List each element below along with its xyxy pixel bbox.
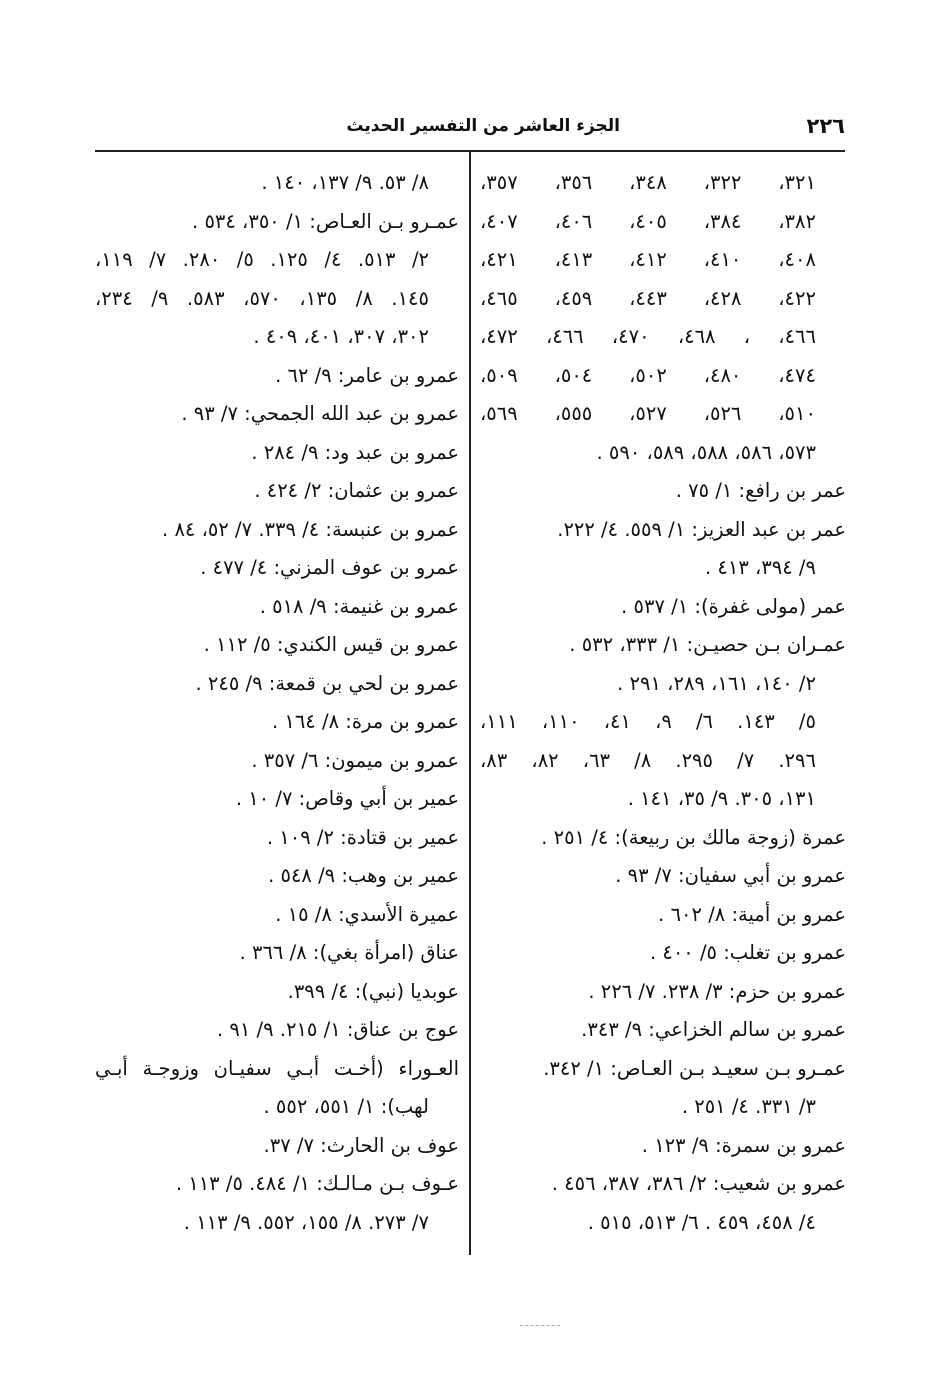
index-entry: عمـران بـن حصيـن: ١/ ٣٣٣، ٥٣٢ . bbox=[569, 633, 846, 656]
index-entry: عمـرو بـن العـاص: ١/ ٣٥٠، ٥٣٤ . bbox=[192, 209, 459, 233]
index-entry: عمـرو بـن سعيـد بـن العـاص: ١/ ٣٤٢. bbox=[543, 1056, 846, 1080]
index-entry-continuation: ٣/ ٣٣١. ٤/ ٢٥١ . bbox=[681, 1095, 816, 1118]
index-entry-continuation: ١٣١، ٣٠٥. ٩/ ٣٥، ١٤١ . bbox=[627, 787, 816, 810]
index-entry: عمرو بن لحي بن قمعة: ٩/ ٢٤٥ . bbox=[195, 671, 459, 695]
index-entry: عوج بن عناق: ١/ ٢١٥. ٩/ ٩١ . bbox=[216, 1018, 459, 1041]
index-entry: عـوف بـن مـالـك: ١/ ٤٨٤. ٥/ ١١٣ . bbox=[175, 1172, 459, 1195]
index-entry-continuation: ٥٧٣، ٥٨٦، ٥٨٨، ٥٨٩، ٥٩٠ . bbox=[596, 440, 816, 464]
index-entry-continuation: ٢٩٦. ٧/ ٢٩٥. ٨/ ٦٣، ٨٢، ٨٣، bbox=[480, 748, 816, 772]
index-entry-continuation: ٣٠٢، ٣٠٧، ٤٠١، ٤٠٩ . bbox=[253, 325, 429, 348]
index-column-left: ٨/ ٥٣. ٩/ ١٣٧، ١٤٠ . عمـرو بـن العـاص: ١/… bbox=[95, 166, 459, 1244]
index-entry: عمرو بن عبد ود: ٩/ ٢٨٤ . bbox=[251, 440, 459, 464]
index-entry-continuation: ٣٨٢، ٣٨٤، ٤٠٥، ٤٠٦، ٤٠٧، bbox=[480, 209, 816, 233]
index-entry: عمير بن أبي وقاص: ٧/ ١٠ . bbox=[235, 787, 459, 810]
index-entry: عمر بن رافع: ١/ ٧٥ . bbox=[675, 479, 846, 502]
index-entry-continuation: ٢/ ٥١٣. ٤/ ١٢٥. ٥/ ٢٨٠. ٧/ ١١٩، bbox=[95, 248, 430, 271]
index-entry-continuation: ٤٢٢، ٤٢٨، ٤٤٣، ٤٥٩، ٤٦٥، bbox=[480, 286, 816, 310]
index-entry: عمرو بن سالم الخزاعي: ٩/ ٣٤٣. bbox=[581, 1018, 846, 1041]
index-entry-continuation: ٥١٠، ٥٢٦، ٥٢٧، ٥٥٥، ٥٦٩، bbox=[480, 402, 816, 425]
index-entry: عمير بن وهب: ٩/ ٥٤٨ . bbox=[268, 864, 459, 887]
index-entry: عناق (امرأة بغي): ٨/ ٣٦٦ . bbox=[239, 941, 459, 964]
index-entry: عمرو بن حزم: ٣/ ٢٣٨. ٧/ ٢٢٦ . bbox=[588, 979, 846, 1003]
index-entry-continuation: لهب): ١/ ٥٥١، ٥٥٢ . bbox=[263, 1095, 429, 1118]
index-entry-continuation: ٢/ ١٤٠، ١٦١، ٢٨٩، ٢٩١ . bbox=[617, 671, 816, 695]
index-entry: عمر (مولى غفرة): ١/ ٥٣٧ . bbox=[621, 594, 846, 618]
running-title: الجزء العاشر من التفسير الحديث bbox=[346, 116, 620, 136]
index-entry: عميرة الأسدي: ٨/ ١٥ . bbox=[275, 902, 459, 926]
index-entry: عمرو بن أبي سفيان: ٧/ ٩٣ . bbox=[615, 864, 846, 887]
index-entry: عمرو بن عامر: ٩/ ٦٢ . bbox=[275, 363, 459, 387]
index-entry: عمرو بن ميمون: ٦/ ٣٥٧ . bbox=[251, 748, 459, 772]
index-entry: عمرو بن غنيمة: ٩/ ٥١٨ . bbox=[259, 594, 459, 618]
index-entry: عمرو بن عنبسة: ٤/ ٣٣٩. ٧/ ٥٢، ٨٤ . bbox=[162, 517, 459, 541]
index-entry: عمرة (زوجة مالك بن ربيعة): ٤/ ٢٥١ . bbox=[541, 825, 846, 849]
index-entry: عمير بن قتادة: ٢/ ١٠٩ . bbox=[266, 825, 459, 849]
index-entry-continuation: ١٤٥. ٨/ ١٣٥، ٥٧٠، ٥٨٣. ٩/ ٢٣٤، bbox=[95, 286, 429, 310]
index-entry: عوبديا (نبي): ٤/ ٣٩٩. bbox=[287, 979, 459, 1003]
index-entry-continuation: ٩/ ٣٩٤، ٤١٣ . bbox=[704, 556, 816, 579]
index-entry: العـوراء (أخـت أبـي سفيـان وزوجـة أبـي bbox=[95, 1056, 459, 1080]
index-entry-continuation: ٤/ ٤٥٨، ٤٥٩ . ٦/ ٥١٣، ٥١٥ . bbox=[587, 1210, 816, 1234]
index-entry: عمرو بن أمية: ٨/ ٦٠٢ . bbox=[658, 902, 846, 926]
page-header: ٢٢٦ الجزء العاشر من التفسير الحديث bbox=[95, 112, 845, 148]
index-column-right: ٣٢١، ٣٢٢، ٣٤٨، ٣٥٦، ٣٥٧، ٣٨٢، ٣٨٤، ٤٠٥، ٤… bbox=[480, 166, 846, 1244]
index-entry-continuation: ٤٦٦، ، ٤٦٨، ٤٧٠، ٤٦٦، ٤٧٢، bbox=[480, 325, 816, 348]
index-entry: عمرو بن مرة: ٨/ ١٦٤ . bbox=[271, 710, 459, 733]
index-entry: عمرو بن عثمان: ٢/ ٤٢٤ . bbox=[254, 479, 459, 502]
index-entry: عمرو بن قيس الكندي: ٥/ ١١٢ . bbox=[203, 633, 459, 656]
index-entry-continuation: ٤٧٤، ٤٨٠، ٥٠٢، ٥٠٤، ٥٠٩، bbox=[480, 363, 816, 387]
index-entry: عمرو بن شعيب: ٢/ ٣٨٦، ٣٨٧، ٤٥٦ . bbox=[551, 1172, 846, 1195]
index-entry-continuation: ٣٢١، ٣٢٢، ٣٤٨، ٣٥٦، ٣٥٧، bbox=[480, 171, 816, 194]
page-number: ٢٢٦ bbox=[806, 114, 845, 138]
index-entry: عمر بن عبد العزيز: ١/ ٥٥٩. ٤/ ٢٢٢. bbox=[557, 517, 846, 541]
index-entry-continuation: ٨/ ٥٣. ٩/ ١٣٧، ١٤٠ . bbox=[261, 171, 429, 194]
index-entry: عمرو بن عوف المزني: ٤/ ٤٧٧ . bbox=[200, 556, 459, 579]
index-entry: عمرو بن سمرة: ٩/ ١٢٣ . bbox=[641, 1133, 846, 1157]
index-entry-continuation: ٥/ ١٤٣. ٦/ ٩، ٤١، ١١٠، ١١١، bbox=[480, 710, 816, 733]
index-entry: عوف بن الحارث: ٧/ ٣٧. bbox=[263, 1133, 459, 1157]
header-rule bbox=[95, 150, 845, 152]
scan-mark bbox=[520, 1325, 560, 1327]
index-entry: عمرو بن عبد الله الجمحي: ٧/ ٩٣ . bbox=[181, 402, 459, 425]
index-entry: عمرو بن تغلب: ٥/ ٤٠٠ . bbox=[649, 941, 846, 964]
index-entry-continuation: ٧/ ٢٧٣. ٨/ ١٥٥، ٥٥٢. ٩/ ١١٣ . bbox=[183, 1210, 429, 1234]
column-divider bbox=[469, 152, 471, 1255]
index-entry-continuation: ٤٠٨، ٤١٠، ٤١٢، ٤١٣، ٤٢١، bbox=[480, 248, 816, 271]
